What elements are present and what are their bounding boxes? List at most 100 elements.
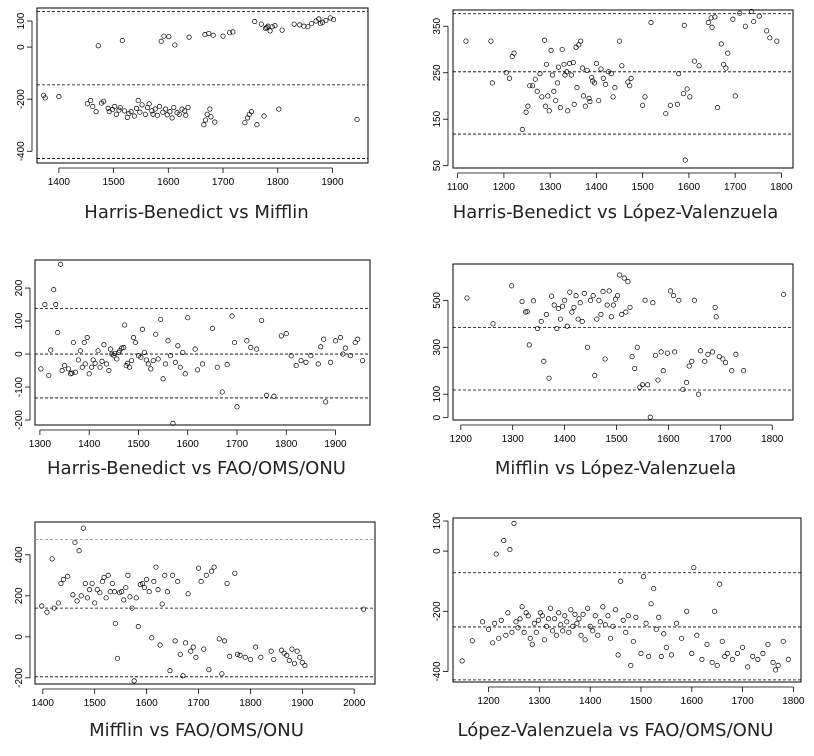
y-tick-label: -200 <box>14 667 25 687</box>
y-tick-label: 0 <box>14 634 25 640</box>
data-point <box>261 113 267 119</box>
data-point <box>227 30 233 36</box>
data-point <box>546 375 552 381</box>
data-point <box>142 111 148 117</box>
x-tick-label: 1300 <box>528 696 551 707</box>
data-point <box>41 92 47 98</box>
data-point <box>330 17 337 23</box>
data-point <box>523 109 529 115</box>
data-point <box>507 547 513 553</box>
y-tick-label: 250 <box>432 64 443 81</box>
data-point <box>681 22 687 28</box>
data-point <box>56 94 62 100</box>
x-tick-label: 1400 <box>579 696 602 707</box>
x-tick-label: 1800 <box>267 177 290 188</box>
data-point <box>691 297 697 303</box>
data-point <box>111 589 117 595</box>
data-point <box>618 578 624 584</box>
data-point <box>288 353 294 359</box>
data-point <box>308 353 314 359</box>
data-point <box>564 619 570 625</box>
data-point <box>651 586 657 592</box>
data-point <box>134 105 140 111</box>
data-point <box>717 581 723 587</box>
data-point <box>165 338 171 344</box>
data-point <box>608 71 614 77</box>
data-point <box>283 331 289 337</box>
data-point <box>525 103 531 109</box>
data-point <box>642 297 648 303</box>
data-point <box>231 339 238 346</box>
data-point <box>469 638 475 644</box>
data-point <box>730 16 736 22</box>
x-tick-label: 1400 <box>32 698 55 709</box>
data-point <box>234 651 240 657</box>
data-point <box>529 641 535 647</box>
data-point <box>742 23 748 29</box>
data-point <box>139 580 146 587</box>
data-point <box>99 358 105 364</box>
data-point <box>572 611 578 617</box>
data-point <box>733 351 739 357</box>
data-point <box>46 372 52 379</box>
data-point <box>185 591 191 597</box>
data-point <box>198 578 204 585</box>
data-point <box>90 103 96 110</box>
data-point <box>578 632 584 638</box>
x-tick-label: 2000 <box>343 698 366 709</box>
data-point <box>652 352 658 359</box>
data-point <box>543 311 549 317</box>
data-point <box>614 293 621 299</box>
data-point <box>337 334 343 341</box>
data-point <box>93 109 99 115</box>
x-tick-label: 1800 <box>770 182 793 193</box>
data-point <box>625 613 631 619</box>
data-point <box>534 88 540 94</box>
data-point <box>539 613 545 619</box>
data-point <box>537 71 543 77</box>
data-point <box>291 21 297 27</box>
data-point <box>163 106 169 112</box>
data-point <box>551 88 557 94</box>
data-point <box>592 80 598 86</box>
data-point <box>680 386 686 393</box>
data-point <box>667 102 673 108</box>
data-point <box>182 640 189 646</box>
data-point <box>781 291 787 298</box>
data-point <box>582 637 588 643</box>
x-tick-label: 1100 <box>447 182 469 193</box>
data-point <box>517 616 523 622</box>
data-point <box>204 111 210 117</box>
data-point <box>206 30 212 37</box>
data-point <box>89 580 95 587</box>
y-tick-label: 100 <box>432 385 443 402</box>
data-point <box>623 309 629 315</box>
data-point <box>229 313 235 319</box>
data-point <box>565 108 571 114</box>
data-point <box>719 638 725 644</box>
data-point <box>612 85 618 91</box>
data-point <box>145 361 151 367</box>
data-point <box>107 589 113 595</box>
data-point <box>519 604 525 610</box>
data-point <box>680 91 686 97</box>
data-point <box>737 10 743 16</box>
data-point <box>600 604 606 610</box>
data-point <box>51 287 57 293</box>
x-tick-label: 1500 <box>630 696 653 707</box>
data-point <box>729 656 735 662</box>
data-point <box>664 350 670 356</box>
data-point <box>224 362 230 368</box>
data-point <box>548 47 554 53</box>
caption-harris-benedict-vs-mifflin: Harris-Benedict vs Mifflin <box>84 202 309 223</box>
data-point <box>642 94 648 100</box>
data-point <box>318 344 324 350</box>
data-point <box>568 72 574 78</box>
data-point <box>182 371 188 377</box>
data-point <box>253 644 259 650</box>
data-point <box>195 367 201 373</box>
data-point <box>55 600 61 606</box>
data-point <box>637 384 643 390</box>
y-tick-label: -200 <box>14 410 25 430</box>
data-point <box>144 576 150 582</box>
